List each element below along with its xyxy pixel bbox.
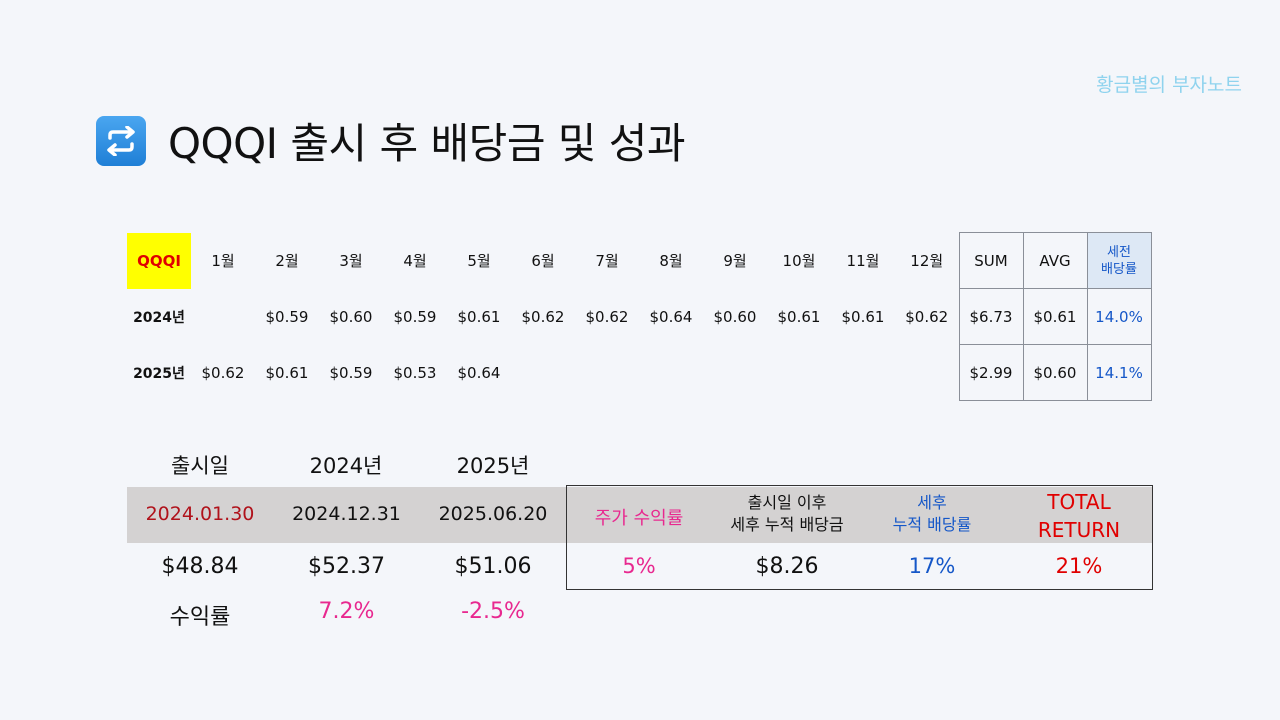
price-return-label: 주가 수익률 [594, 508, 684, 529]
year-label: 2024년 [133, 309, 185, 326]
table-cell: $0.62 [585, 307, 629, 326]
price-2025: $51.06 [454, 554, 532, 579]
table-cell: $0.59 [329, 363, 373, 382]
table-cell [895, 345, 959, 401]
table-row: 2025년 $0.62 $0.61 $0.59 $0.53 $0.64 $2.9… [127, 344, 1152, 401]
table-cell: $0.59 [265, 307, 309, 326]
table-cell [703, 345, 767, 401]
launch-price: $48.84 [161, 554, 239, 579]
monthly-dividend-table: QQQI 1월 2월 3월 4월 5월 6월 7월 8월 9월 10월 11월 … [127, 232, 1152, 401]
repeat-icon [96, 115, 146, 166]
launch-date-header: 출시일 [171, 454, 229, 478]
sum-cell: $2.99 [958, 344, 1024, 401]
table-cell [191, 289, 255, 345]
table-cell: $0.61 [457, 307, 501, 326]
table-cell [767, 345, 831, 401]
after-tax-yield-label: 세후 누적 배당률 [862, 492, 1002, 536]
pretax-yield-header-line2: 배당률 [1101, 261, 1137, 277]
title-row: QQQI 출시 후 배당금 및 성과 [96, 110, 686, 171]
month-header: 5월 [467, 252, 491, 270]
watermark: 황금별의 부자노트 [1096, 74, 1242, 96]
month-header: 1월 [211, 252, 235, 270]
table-cell [639, 345, 703, 401]
return-2025: -2.5% [461, 599, 525, 624]
price-return-value: 5% [622, 554, 656, 578]
year-2024-header: 2024년 [309, 454, 383, 478]
total-return-label-line1: TOTAL [1047, 490, 1111, 514]
after-tax-yield-label-line2: 누적 배당률 [892, 515, 972, 534]
table-cell: $0.62 [905, 307, 949, 326]
cum-dividend-label: 출시일 이후 세후 누적 배당금 [712, 492, 862, 536]
total-return-label: TOTAL RETURN [1005, 488, 1153, 544]
table-cell [831, 345, 895, 401]
month-header: 4월 [403, 252, 427, 270]
year-label: 2025년 [133, 365, 185, 382]
month-header: 6월 [531, 252, 555, 270]
month-header: 8월 [659, 252, 683, 270]
table-cell: $0.62 [521, 307, 565, 326]
table-row: 2024년 $0.59 $0.60 $0.59 $0.61 $0.62 $0.6… [127, 288, 1152, 345]
month-header: 10월 [782, 252, 816, 270]
pretax-yield-header-line1: 세전 [1107, 244, 1131, 260]
after-tax-yield-label-line1: 세후 [917, 493, 947, 512]
table-cell: $0.62 [201, 363, 245, 382]
total-return-label-line2: RETURN [1037, 518, 1121, 542]
table-cell: $0.64 [649, 307, 693, 326]
table-cell [575, 345, 639, 401]
table-cell [511, 345, 575, 401]
month-header: 3월 [339, 252, 363, 270]
return-label: 수익률 [169, 605, 231, 630]
table-cell: $0.60 [713, 307, 757, 326]
table-cell: $0.61 [265, 363, 309, 382]
pretax-yield-header: 세전 배당률 [1086, 232, 1152, 289]
date-2024-value: 2024.12.31 [292, 503, 401, 525]
table-cell: $0.64 [457, 363, 501, 382]
price-2024: $52.37 [308, 554, 385, 579]
total-return-box [566, 485, 1153, 590]
date-2025-value: 2025.06.20 [438, 503, 548, 525]
cum-dividend-label-line1: 출시일 이후 [747, 493, 827, 512]
pretax-yield-cell: 14.0% [1086, 288, 1152, 345]
table-cell: $0.61 [841, 307, 885, 326]
pretax-yield-cell: 14.1% [1086, 344, 1152, 401]
table-header-row: QQQI 1월 2월 3월 4월 5월 6월 7월 8월 9월 10월 11월 … [127, 232, 1152, 289]
avg-cell: $0.60 [1022, 344, 1088, 401]
after-tax-yield-value: 17% [908, 554, 956, 578]
total-return-value: 21% [1055, 554, 1103, 578]
month-header: 11월 [846, 252, 880, 270]
table-cell: $0.59 [393, 307, 437, 326]
launch-date-value: 2024.01.30 [145, 503, 255, 525]
avg-header: AVG [1022, 232, 1088, 289]
sum-header: SUM [958, 232, 1024, 289]
cum-dividend-label-line2: 세후 누적 배당금 [730, 515, 844, 534]
page-title: QQQI 출시 후 배당금 및 성과 [168, 119, 686, 168]
month-header: 9월 [723, 252, 747, 270]
table-cell: $0.53 [393, 363, 437, 382]
cum-dividend-value: $8.26 [755, 554, 819, 579]
month-header: 12월 [910, 252, 944, 270]
table-cell: $0.60 [329, 307, 373, 326]
ticker-cell: QQQI [127, 232, 191, 289]
return-2024: 7.2% [318, 599, 375, 624]
table-cell: $0.61 [777, 307, 821, 326]
month-header: 2월 [275, 252, 299, 270]
summary-header-band [127, 487, 1152, 543]
year-2025-header: 2025년 [456, 454, 530, 478]
sum-cell: $6.73 [958, 288, 1024, 345]
month-header: 7월 [595, 252, 619, 270]
avg-cell: $0.61 [1022, 288, 1088, 345]
